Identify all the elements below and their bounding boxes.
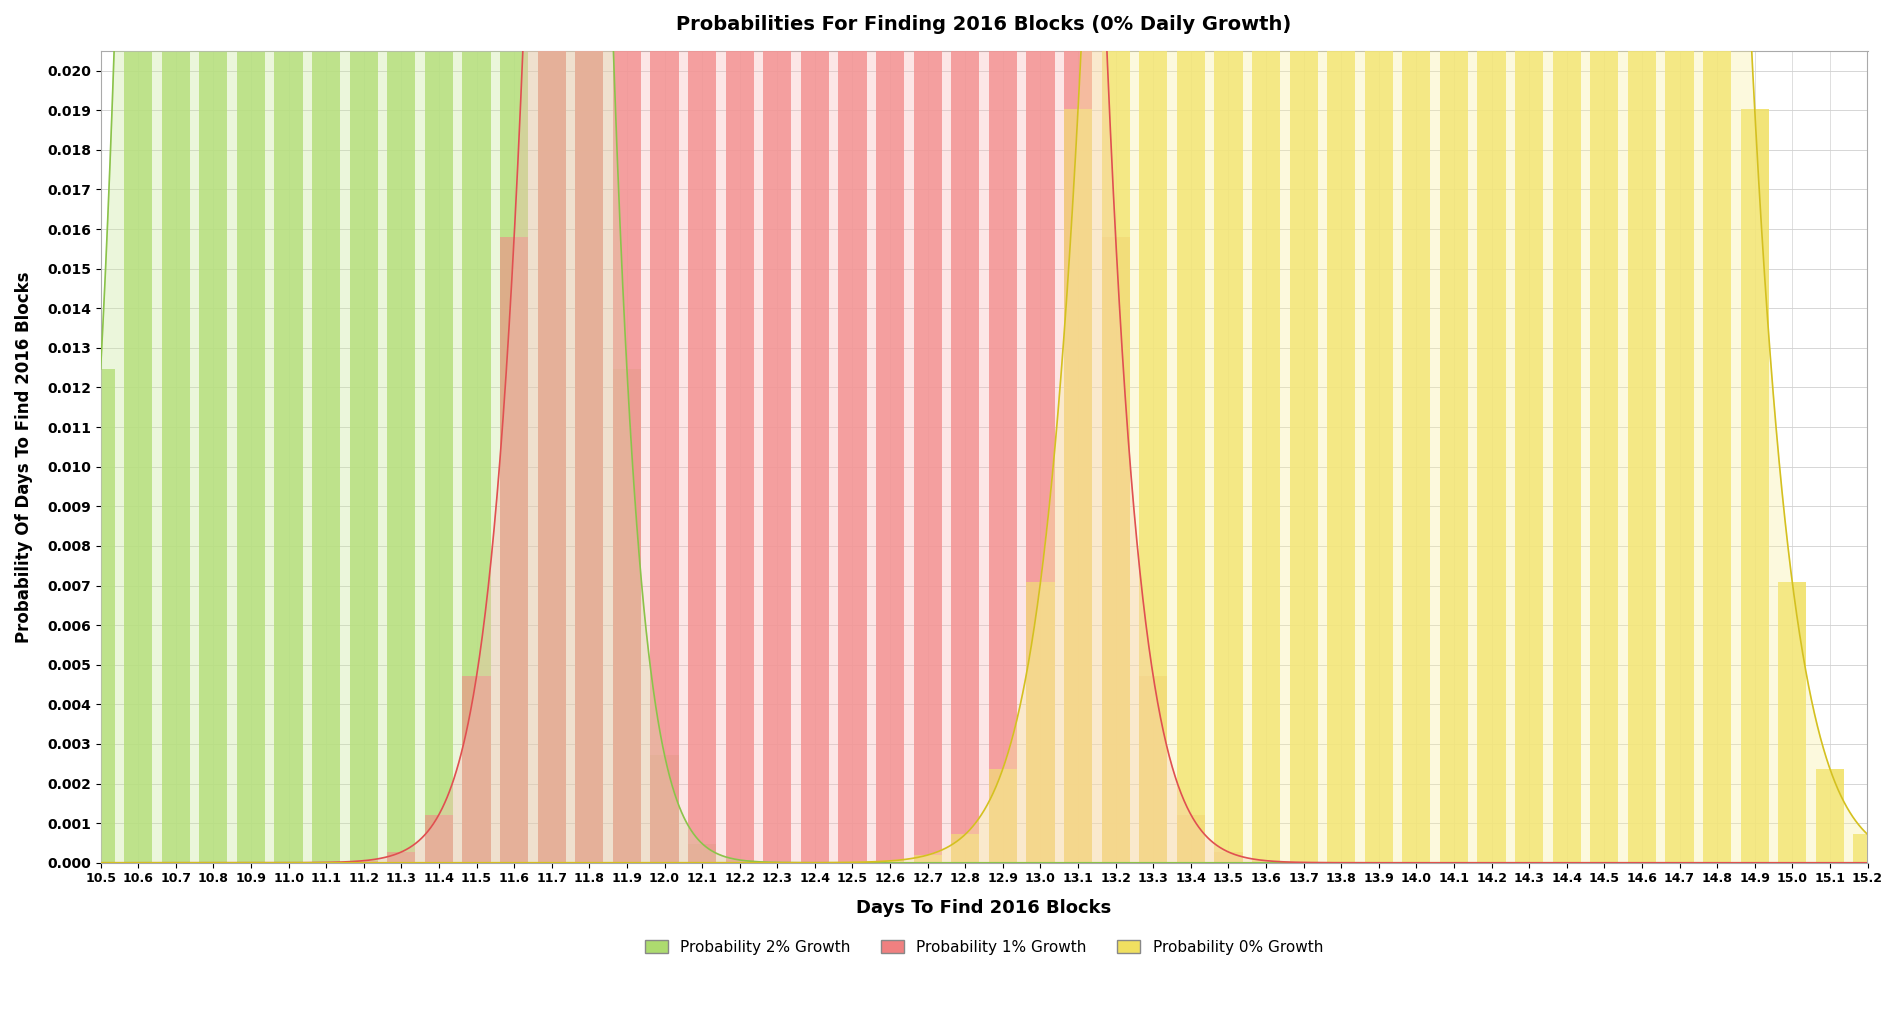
Bar [1177, 0, 1205, 863]
Bar [387, 852, 416, 863]
Bar [1253, 0, 1279, 863]
Bar [1215, 0, 1243, 863]
Bar [1591, 0, 1619, 863]
Bar [1139, 677, 1167, 863]
Bar [613, 369, 642, 863]
Bar [1441, 0, 1467, 863]
Bar [1289, 0, 1317, 863]
Bar [763, 0, 791, 863]
Bar [1477, 0, 1505, 863]
Bar [387, 0, 416, 863]
Bar [839, 0, 867, 863]
Bar [687, 843, 716, 863]
Bar [951, 834, 979, 863]
Bar [537, 0, 566, 863]
Y-axis label: Probability Of Days To Find 2016 Blocks: Probability Of Days To Find 2016 Blocks [15, 271, 32, 642]
Bar [1139, 0, 1167, 863]
Bar [725, 860, 754, 863]
Bar [1854, 834, 1881, 863]
Bar [687, 0, 716, 863]
Bar [425, 814, 454, 863]
Bar [1253, 861, 1279, 863]
Bar [349, 861, 378, 863]
Bar [1215, 852, 1243, 863]
Bar [989, 769, 1017, 863]
Bar [989, 0, 1017, 863]
Bar [1065, 0, 1091, 863]
Bar [123, 0, 152, 863]
Bar [1703, 0, 1731, 863]
Bar [425, 0, 454, 863]
Bar [87, 369, 114, 863]
Bar [1740, 110, 1769, 863]
Bar [725, 0, 754, 863]
Bar [499, 0, 528, 863]
Bar [1101, 237, 1129, 863]
Bar [463, 677, 492, 863]
Bar [161, 0, 190, 863]
Bar [275, 0, 302, 863]
Bar [1665, 0, 1693, 863]
Bar [575, 0, 604, 863]
Bar [1027, 0, 1055, 863]
Bar [463, 0, 492, 863]
Bar [877, 861, 903, 863]
Bar [913, 855, 941, 863]
Bar [1403, 0, 1431, 863]
Bar [311, 0, 340, 863]
Bar [1515, 0, 1543, 863]
Title: Probabilities For Finding 2016 Blocks (0% Daily Growth): Probabilities For Finding 2016 Blocks (0… [676, 15, 1293, 34]
Bar [1327, 0, 1355, 863]
Bar [1553, 0, 1581, 863]
Bar [913, 0, 941, 863]
Bar [651, 0, 679, 863]
X-axis label: Days To Find 2016 Blocks: Days To Find 2016 Blocks [856, 899, 1112, 918]
Bar [613, 0, 642, 863]
Bar [1816, 769, 1845, 863]
Bar [237, 0, 266, 863]
Bar [575, 0, 604, 863]
Bar [1101, 0, 1129, 863]
Bar [951, 0, 979, 863]
Bar [1177, 814, 1205, 863]
Bar [1365, 0, 1393, 863]
Bar [537, 0, 566, 863]
Bar [1628, 0, 1657, 863]
Bar [199, 0, 228, 863]
Bar [1778, 582, 1807, 863]
Bar [1027, 582, 1055, 863]
Legend: Probability 2% Growth, Probability 1% Growth, Probability 0% Growth: Probability 2% Growth, Probability 1% Gr… [640, 933, 1329, 960]
Bar [499, 237, 528, 863]
Bar [877, 0, 903, 863]
Bar [349, 0, 378, 863]
Bar [651, 755, 679, 863]
Bar [1065, 110, 1091, 863]
Bar [801, 0, 829, 863]
